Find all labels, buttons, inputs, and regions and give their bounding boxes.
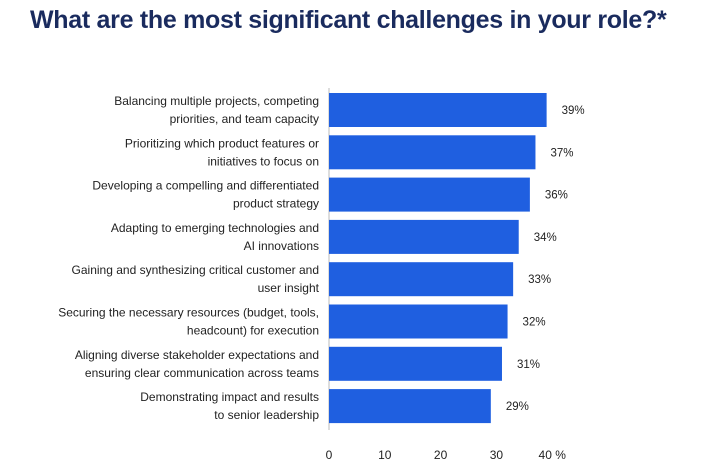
- category-label-8: Demonstrating impact and results to senio…: [140, 390, 319, 422]
- category-label-1: Balancing multiple projects, competing pr…: [114, 94, 319, 126]
- bar-5: [329, 262, 514, 297]
- category-label-line: Developing a compelling and differentiat…: [92, 179, 319, 193]
- x-tick-label: 0: [326, 448, 333, 462]
- bar-6: [329, 304, 508, 339]
- category-label-5: Gaining and synthesizing critical custom…: [72, 263, 320, 295]
- bar-2: [329, 135, 536, 170]
- category-label-line: AI innovations: [244, 239, 319, 253]
- bar-1: [329, 93, 547, 127]
- category-label-3: Developing a compelling and differentiat…: [92, 179, 319, 211]
- category-label-line: Demonstrating impact and results: [140, 390, 319, 404]
- value-label-5: 33%: [528, 274, 551, 286]
- category-label-line: user insight: [258, 281, 320, 295]
- x-tick-label: 10: [378, 448, 392, 462]
- category-label-line: priorities, and team capacity: [170, 112, 319, 126]
- value-labels: 39% 37% 36% 34% 33% 32% 31% 29%: [506, 105, 585, 413]
- value-label-2: 37%: [550, 147, 573, 159]
- category-label-4: Adapting to emerging technologies and AI …: [111, 221, 319, 253]
- category-label-line: to senior leadership: [214, 408, 319, 422]
- value-label-4: 34%: [534, 232, 557, 244]
- category-label-line: Balancing multiple projects, competing: [114, 94, 319, 108]
- x-axis-ticks: 0 10 20 30 40 %: [326, 448, 567, 462]
- category-label-2: Prioritizing which product features or in…: [125, 136, 319, 168]
- category-label-line: product strategy: [233, 197, 319, 211]
- category-label-line: Aligning diverse stakeholder expectation…: [75, 348, 319, 362]
- bar-3: [329, 177, 530, 212]
- bars-group: [329, 93, 547, 424]
- category-labels: Balancing multiple projects, competing pr…: [58, 94, 319, 422]
- bar-4: [329, 219, 519, 254]
- value-label-7: 31%: [517, 359, 540, 371]
- chart-title: What are the most significant challenges…: [30, 6, 667, 34]
- value-label-6: 32%: [523, 317, 546, 329]
- bar-8: [329, 389, 491, 424]
- category-label-line: Gaining and synthesizing critical custom…: [72, 263, 319, 277]
- category-label-line: Securing the necessary resources (budget…: [58, 306, 319, 320]
- category-label-line: Adapting to emerging technologies and: [111, 221, 319, 235]
- category-label-line: headcount) for execution: [187, 324, 319, 338]
- x-tick-label: 40 %: [539, 448, 567, 462]
- category-label-7: Aligning diverse stakeholder expectation…: [75, 348, 319, 380]
- value-label-8: 29%: [506, 401, 529, 413]
- category-label-line: initiatives to focus on: [208, 154, 319, 168]
- category-label-line: ensuring clear communication across team…: [85, 366, 319, 380]
- value-label-1: 39%: [562, 105, 585, 117]
- category-label-line: Prioritizing which product features or: [125, 136, 319, 150]
- x-tick-label: 30: [490, 448, 504, 462]
- category-label-6: Securing the necessary resources (budget…: [58, 306, 319, 338]
- x-tick-label: 20: [434, 448, 448, 462]
- value-label-3: 36%: [545, 190, 568, 202]
- bar-7: [329, 346, 502, 381]
